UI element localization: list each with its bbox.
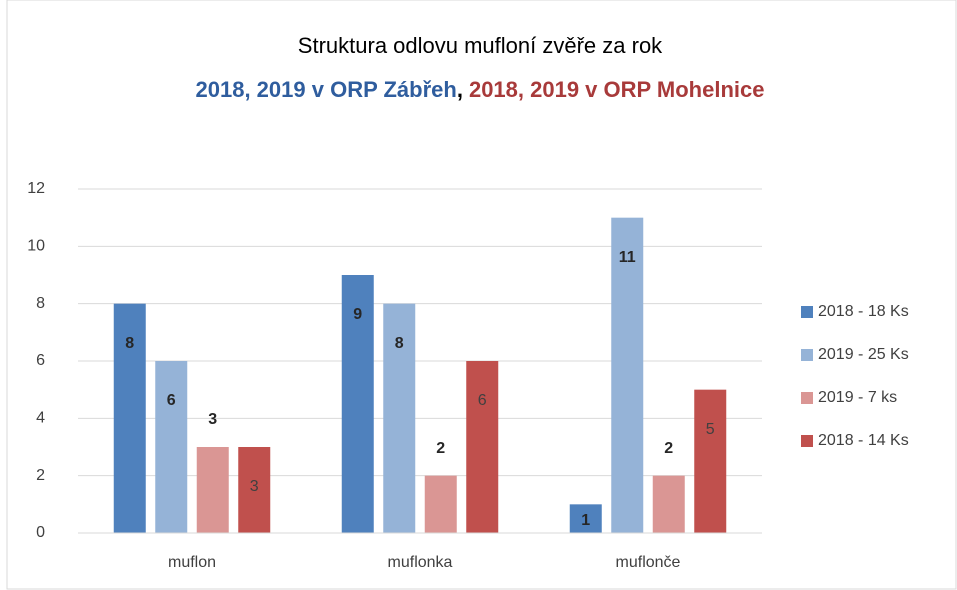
legend-swatch [801,435,813,447]
data-label: 9 [353,306,362,323]
data-label: 1 [581,512,590,529]
subtitle-part: , [457,77,463,102]
data-label: 8 [125,335,134,352]
y-tick-label: 4 [36,410,45,427]
bar [652,475,685,533]
bar [383,303,416,533]
bar [569,504,602,533]
data-label: 5 [706,421,715,438]
data-label: 2 [436,440,445,457]
legend-label: 2019 - 7 ks [818,389,897,406]
x-tick-label: muflon [168,554,216,571]
data-label: 3 [208,411,217,428]
data-label: 6 [167,392,176,409]
bar [113,303,146,533]
y-tick-label: 6 [36,352,45,369]
legend-label: 2018 - 14 Ks [818,432,909,449]
bar [238,447,271,533]
y-tick-label: 10 [27,238,45,255]
data-label: 6 [478,392,487,409]
data-label: 2 [664,440,673,457]
bar [424,475,457,533]
bar [466,361,499,533]
bar [155,361,188,533]
bar [341,275,374,533]
legend-label: 2018 - 18 Ks [818,303,909,320]
data-label: 8 [395,335,404,352]
legend-swatch [801,349,813,361]
x-tick-label: muflonče [616,554,681,571]
legend-swatch [801,392,813,404]
legend-label: 2019 - 25 Ks [818,346,909,363]
chart-subtitle: 2018, 2019 v ORP Zábřeh, 2018, 2019 v ORP… [196,77,765,102]
bar [611,217,644,533]
bar [694,389,727,533]
y-tick-label: 0 [36,524,45,541]
data-label: 3 [250,478,259,495]
subtitle-part: 2018, 2019 v ORP Mohelnice [469,77,765,102]
y-tick-label: 8 [36,295,45,312]
chart-title: Struktura odlovu mufloní zvěře za rok [298,33,663,58]
subtitle-part: 2018, 2019 v ORP Zábřeh [196,77,457,102]
legend-swatch [801,306,813,318]
y-tick-label: 2 [36,467,45,484]
data-label: 11 [619,249,636,266]
x-tick-label: muflonka [388,554,453,571]
bar [196,447,229,533]
y-tick-label: 12 [27,180,45,197]
